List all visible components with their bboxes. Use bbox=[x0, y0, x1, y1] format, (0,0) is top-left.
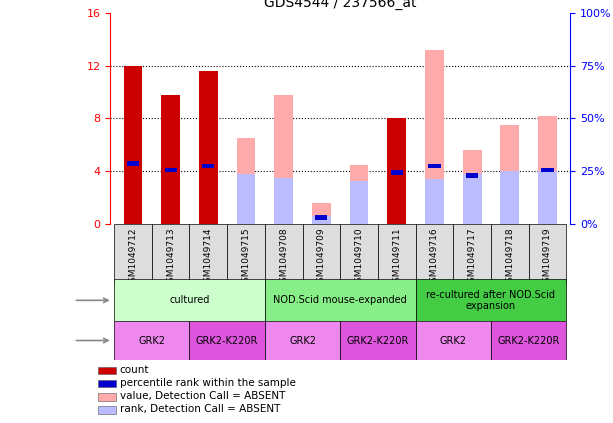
Bar bbox=[387, 118, 406, 224]
Text: GSM1049715: GSM1049715 bbox=[242, 227, 251, 288]
Bar bbox=[491, 321, 566, 360]
Bar bbox=[227, 224, 265, 283]
Text: GRK2: GRK2 bbox=[440, 335, 466, 346]
Bar bbox=[340, 321, 416, 360]
Bar bbox=[500, 171, 519, 224]
Bar bbox=[463, 150, 482, 224]
Text: GSM1049716: GSM1049716 bbox=[430, 227, 439, 288]
Text: NOD.Scid mouse-expanded: NOD.Scid mouse-expanded bbox=[273, 295, 407, 305]
Bar bbox=[378, 224, 416, 283]
Bar bbox=[152, 224, 189, 283]
Bar bbox=[541, 168, 554, 172]
Bar bbox=[312, 216, 331, 224]
Text: re-cultured after NOD.Scid
expansion: re-cultured after NOD.Scid expansion bbox=[427, 289, 555, 311]
Bar bbox=[274, 95, 293, 224]
Bar bbox=[161, 95, 180, 224]
Text: GSM1049713: GSM1049713 bbox=[166, 227, 175, 288]
Bar bbox=[340, 224, 378, 283]
Bar bbox=[416, 279, 566, 321]
Bar bbox=[466, 173, 478, 178]
Bar bbox=[98, 406, 116, 414]
Bar bbox=[416, 224, 453, 283]
Text: GSM1049714: GSM1049714 bbox=[204, 227, 213, 288]
Text: GSM1049719: GSM1049719 bbox=[543, 227, 552, 288]
Text: GRK2: GRK2 bbox=[289, 335, 316, 346]
Text: percentile rank within the sample: percentile rank within the sample bbox=[120, 378, 295, 388]
Bar bbox=[127, 161, 139, 166]
Bar bbox=[237, 138, 256, 224]
Bar bbox=[312, 203, 331, 224]
Bar bbox=[237, 174, 256, 224]
Bar bbox=[189, 224, 227, 283]
Bar bbox=[202, 164, 215, 168]
Bar bbox=[390, 170, 403, 175]
Bar bbox=[463, 174, 482, 224]
Title: GDS4544 / 237566_at: GDS4544 / 237566_at bbox=[264, 0, 416, 10]
Text: GRK2: GRK2 bbox=[139, 335, 166, 346]
Bar bbox=[114, 224, 152, 283]
Text: count: count bbox=[120, 365, 149, 375]
Text: GSM1049709: GSM1049709 bbox=[317, 227, 326, 288]
Bar bbox=[189, 321, 265, 360]
Bar bbox=[98, 380, 116, 387]
Text: GRK2-K220R: GRK2-K220R bbox=[196, 335, 258, 346]
Text: GSM1049717: GSM1049717 bbox=[468, 227, 477, 288]
Text: GRK2-K220R: GRK2-K220R bbox=[498, 335, 560, 346]
Bar bbox=[315, 215, 327, 220]
Bar bbox=[349, 181, 368, 224]
Bar bbox=[114, 279, 265, 321]
Bar bbox=[349, 165, 368, 224]
Bar bbox=[98, 366, 116, 374]
Text: GRK2-K220R: GRK2-K220R bbox=[347, 335, 409, 346]
Text: GSM1049710: GSM1049710 bbox=[354, 227, 364, 288]
Bar bbox=[416, 321, 491, 360]
Bar bbox=[265, 279, 416, 321]
Bar bbox=[491, 224, 528, 283]
Bar bbox=[500, 125, 519, 224]
Bar bbox=[124, 66, 142, 224]
Bar bbox=[425, 179, 444, 224]
Text: value, Detection Call = ABSENT: value, Detection Call = ABSENT bbox=[120, 391, 285, 401]
Text: GSM1049718: GSM1049718 bbox=[505, 227, 514, 288]
Bar bbox=[538, 171, 557, 224]
Bar bbox=[98, 393, 116, 401]
Bar bbox=[114, 321, 189, 360]
Bar bbox=[164, 168, 177, 172]
Bar bbox=[453, 224, 491, 283]
Bar bbox=[303, 224, 340, 283]
Bar bbox=[265, 321, 340, 360]
Bar bbox=[428, 164, 441, 168]
Text: rank, Detection Call = ABSENT: rank, Detection Call = ABSENT bbox=[120, 404, 280, 415]
Text: GSM1049712: GSM1049712 bbox=[129, 227, 137, 288]
Bar bbox=[274, 178, 293, 224]
Text: GSM1049708: GSM1049708 bbox=[279, 227, 288, 288]
Bar bbox=[425, 50, 444, 224]
Text: cultured: cultured bbox=[169, 295, 210, 305]
Bar bbox=[538, 116, 557, 224]
Bar bbox=[199, 71, 218, 224]
Bar bbox=[528, 224, 566, 283]
Text: GSM1049711: GSM1049711 bbox=[392, 227, 402, 288]
Bar bbox=[265, 224, 303, 283]
